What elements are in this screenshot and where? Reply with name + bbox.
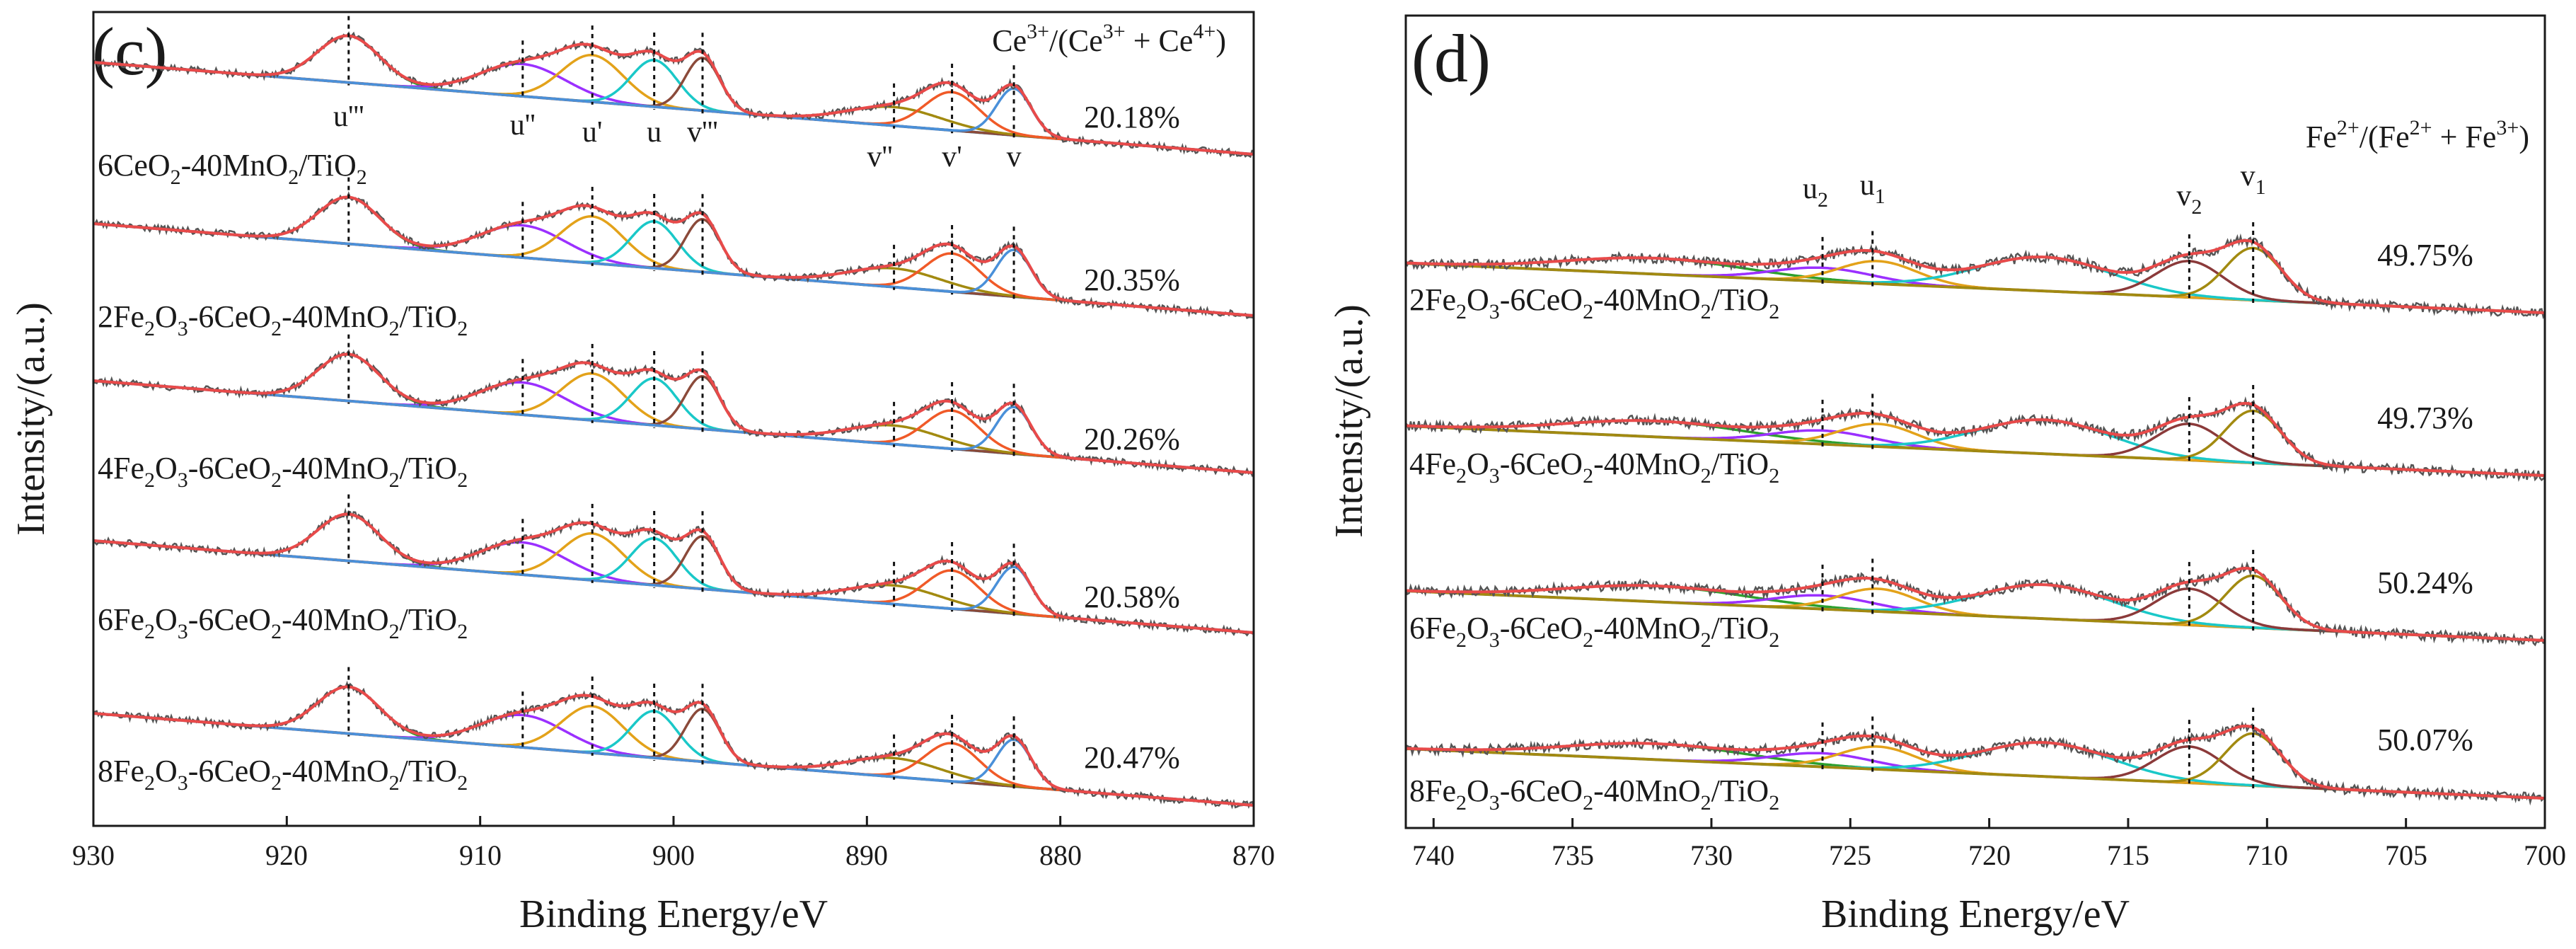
- fit-envelope: [1406, 724, 2546, 800]
- fit-envelope: [1406, 401, 2546, 477]
- panel-d-x-axis-title: Binding Energy/eV: [1821, 892, 2130, 936]
- series-label-d-0: 2Fe2O3-6CeO2-40MnO2/TiO2: [1409, 282, 1779, 323]
- d-xtick-705: 705: [2385, 839, 2427, 871]
- spectrum-0: [92, 31, 1254, 159]
- c-xtick-900: 900: [652, 839, 695, 871]
- ratio-c-1: 20.35%: [1084, 263, 1180, 297]
- panel-c-peak-labels: u''' u'' u' u v''' v'' v' v: [333, 100, 1022, 173]
- panel-d-fe2p: (d) Fe2+/(Fe2+ + Fe3+) u2 u1 v2 v1 2Fe2O…: [1327, 14, 2566, 936]
- panel-d-x-ticks: [1432, 818, 2546, 828]
- d-xtick-720: 720: [1968, 839, 2011, 871]
- spectrum-2: [93, 349, 1255, 478]
- series-label-d-2: 6Fe2O3-6CeO2-40MnO2/TiO2: [1409, 611, 1779, 652]
- c-xtick-920: 920: [265, 839, 308, 871]
- panel-c-label: (c): [92, 13, 168, 89]
- d-xtick-740: 740: [1412, 839, 1455, 871]
- ratio-c-4: 20.47%: [1084, 740, 1180, 775]
- panel-d-label: (d): [1411, 21, 1491, 96]
- ratio-d-0: 49.75%: [2377, 238, 2473, 272]
- panel-d-peak-markers: [1821, 222, 2255, 789]
- fit-envelope: [93, 195, 1254, 317]
- raw-spectrum: [1404, 720, 2546, 806]
- panel-c-ce3d: (c) Ce3+/(Ce3+ + Ce4+) u''' u'' u' u v''…: [9, 11, 1275, 936]
- panel-d-ratio-header: Fe2+/(Fe2+ + Fe3+): [2306, 116, 2529, 154]
- peak-label-u3: u''': [333, 100, 364, 133]
- series-label-c-0: 6CeO2-40MnO2/TiO2: [98, 148, 367, 189]
- d-xtick-725: 725: [1829, 839, 1871, 871]
- peak-label-v2: v2: [2176, 180, 2202, 219]
- c-xtick-930: 930: [72, 839, 115, 871]
- peak-label-u1: u1: [1860, 169, 1885, 208]
- d-xtick-715: 715: [2107, 839, 2149, 871]
- fit-envelope: [93, 512, 1254, 634]
- panel-d-ratios: 49.75% 49.73% 50.24% 50.07%: [2377, 238, 2473, 757]
- spectrum-1: [93, 191, 1255, 319]
- spectrum-3: [1404, 720, 2546, 806]
- ratio-c-2: 20.26%: [1084, 422, 1180, 456]
- ratio-c-0: 20.18%: [1084, 100, 1180, 134]
- peak-label-v1: v1: [2241, 160, 2266, 199]
- panel-c-x-ticks: [92, 816, 1255, 826]
- peak-label-v1: v': [942, 141, 962, 173]
- peak-label-u2: u'': [510, 109, 536, 142]
- series-label-d-3: 8Fe2O3-6CeO2-40MnO2/TiO2: [1409, 773, 1779, 815]
- c-xtick-880: 880: [1039, 839, 1082, 871]
- peak-label-u2: u2: [1803, 173, 1828, 212]
- fit-envelope: [93, 685, 1254, 807]
- peak-label-v: v: [1007, 141, 1022, 173]
- panel-d-x-tick-labels: 740 735 730 725 720 715 710 705 700: [1412, 839, 2566, 871]
- spectrum-3: [93, 507, 1254, 637]
- peak-label-v2: v'': [867, 141, 893, 173]
- ratio-c-3: 20.58%: [1084, 580, 1180, 614]
- spectrum-4: [93, 680, 1255, 810]
- c-xtick-910: 910: [459, 839, 502, 871]
- panel-d-frame: [1404, 14, 2546, 829]
- series-label-d-1: 4Fe2O3-6CeO2-40MnO2/TiO2: [1409, 447, 1779, 488]
- panel-c-x-tick-labels: 930 920 910 900 890 880 870: [72, 839, 1275, 871]
- panel-d-series-labels: 2Fe2O3-6CeO2-40MnO2/TiO2 4Fe2O3-6CeO2-40…: [1409, 282, 1779, 815]
- panel-c-traces: [92, 31, 1255, 810]
- ratio-d-1: 49.73%: [2377, 401, 2473, 435]
- d-xtick-735: 735: [1552, 839, 1594, 871]
- panel-d-peak-labels: u2 u1 v2 v1: [1803, 160, 2266, 219]
- panel-c-x-axis-title: Binding Energy/eV: [519, 892, 828, 936]
- panel-d-traces: [1404, 233, 2546, 806]
- fit-envelope: [93, 34, 1254, 156]
- spectrum-1: [1405, 396, 2546, 483]
- series-label-c-1: 2Fe2O3-6CeO2-40MnO2/TiO2: [98, 299, 468, 340]
- series-label-c-3: 6Fe2O3-6CeO2-40MnO2/TiO2: [98, 602, 468, 643]
- fit-envelope: [93, 352, 1254, 474]
- spectrum-2: [1404, 561, 2546, 647]
- peak-label-v3: v''': [687, 116, 718, 149]
- panel-d-y-axis-title: Intensity/(a.u.): [1327, 304, 1371, 538]
- ratio-d-2: 50.24%: [2377, 565, 2473, 600]
- spectrum-0: [1404, 233, 2546, 320]
- peak-label-u: u: [647, 116, 662, 149]
- panel-c-ratios: 20.18% 20.35% 20.26% 20.58% 20.47%: [1084, 100, 1180, 775]
- series-label-c-4: 8Fe2O3-6CeO2-40MnO2/TiO2: [98, 754, 468, 795]
- panel-c-peak-markers: [347, 16, 1015, 790]
- fit-envelope: [1406, 238, 2546, 314]
- panel-c-series-labels: 6CeO2-40MnO2/TiO2 2Fe2O3-6CeO2-40MnO2/Ti…: [98, 148, 468, 795]
- peak-label-u1: u': [582, 116, 603, 149]
- c-xtick-870: 870: [1232, 839, 1275, 871]
- panel-c-frame: [92, 11, 1255, 827]
- d-xtick-730: 730: [1690, 839, 1733, 871]
- c-xtick-890: 890: [845, 839, 888, 871]
- series-label-c-2: 4Fe2O3-6CeO2-40MnO2/TiO2: [98, 451, 468, 492]
- d-xtick-710: 710: [2246, 839, 2288, 871]
- fit-envelope: [1406, 566, 2546, 642]
- panel-c-y-axis-title: Intensity/(a.u.): [9, 302, 53, 536]
- panel-c-ratio-header: Ce3+/(Ce3+ + Ce4+): [992, 20, 1226, 58]
- d-xtick-700: 700: [2524, 839, 2566, 871]
- ratio-d-3: 50.07%: [2377, 723, 2473, 757]
